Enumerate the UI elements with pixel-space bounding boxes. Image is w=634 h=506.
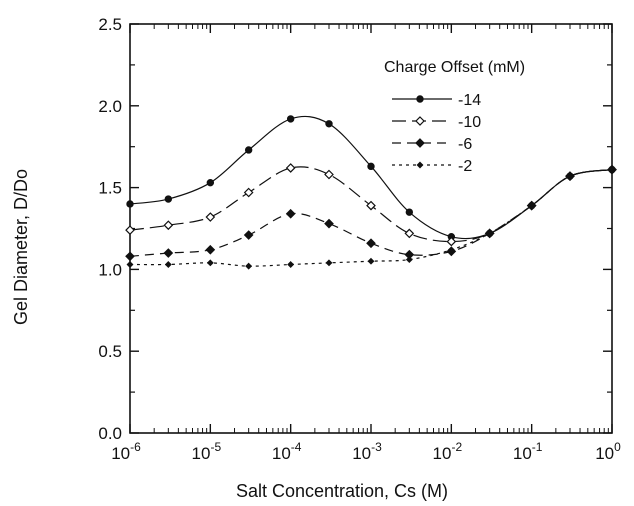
x-tick-exponent: -5 (210, 440, 221, 454)
y-tick-label: 0.5 (98, 342, 122, 361)
legend-label: -2 (458, 158, 472, 175)
data-point (324, 218, 334, 229)
data-point (125, 225, 135, 235)
x-tick-base: 10 (352, 444, 371, 463)
data-point (366, 238, 376, 249)
legend-marker (415, 138, 425, 148)
data-point (566, 172, 574, 180)
x-tick-exponent: -6 (130, 440, 141, 454)
legend-marker (416, 95, 424, 103)
series-layer (125, 115, 617, 270)
data-point (324, 169, 334, 180)
data-point (286, 115, 295, 123)
legend: Charge Offset (mM) -14 -10 -6 -2 (384, 59, 525, 175)
x-tick-base: 10 (272, 444, 291, 463)
data-point (367, 162, 375, 171)
data-point (325, 120, 333, 128)
series-1 (125, 163, 617, 247)
data-point (446, 236, 457, 247)
x-tick-exponent: -3 (371, 440, 382, 454)
x-tick-base: 10 (433, 444, 452, 463)
x-tick-label: 10-4 (272, 440, 302, 463)
data-point (486, 229, 494, 237)
legend-entry: -10 (392, 114, 481, 131)
x-tick-label: 100 (595, 440, 621, 463)
data-point (404, 228, 415, 239)
x-axis-title: Salt Concentration, Cs (M) (236, 481, 448, 501)
y-tick-label: 2.0 (98, 97, 122, 116)
legend-title: Charge Offset (mM) (384, 59, 525, 76)
x-tick-label: 10-5 (192, 440, 222, 463)
data-point (244, 146, 253, 154)
data-point (285, 208, 296, 219)
legend-marker (416, 161, 424, 169)
data-point (405, 208, 414, 216)
y-axis-title: Gel Diameter, D/Do (11, 169, 31, 325)
data-point (243, 230, 254, 240)
data-point (608, 166, 616, 174)
legend-label: -14 (458, 92, 481, 109)
data-point (163, 220, 174, 231)
tick-layer: 0.00.51.01.52.02.510-6 10-5 10-4 10-3 10-2 10… (98, 15, 621, 463)
x-tick-label: 10-3 (352, 440, 382, 463)
data-point (126, 200, 134, 208)
data-point (325, 259, 333, 267)
y-tick-label: 0.0 (98, 424, 122, 443)
y-tick-label: 2.5 (98, 15, 122, 34)
x-tick-base: 10 (513, 444, 532, 463)
x-tick-label: 10-1 (513, 440, 543, 463)
data-point (126, 261, 134, 268)
legend-marker (415, 116, 425, 126)
series-3 (126, 166, 616, 270)
y-tick-label: 1.0 (98, 260, 122, 279)
data-point (164, 261, 172, 268)
y-tick-label: 1.5 (98, 179, 122, 198)
data-point (528, 202, 536, 210)
data-point (163, 248, 174, 258)
x-tick-label: 10-6 (111, 440, 141, 463)
x-tick-exponent: -1 (532, 440, 543, 454)
x-tick-label: 10-2 (433, 440, 463, 463)
data-point (206, 259, 214, 267)
data-point (205, 244, 216, 255)
plot-frame-layer (129, 23, 613, 434)
x-tick-exponent: 0 (614, 440, 621, 454)
data-point (285, 163, 296, 173)
series-2 (125, 164, 617, 262)
legend-label: -6 (458, 136, 472, 153)
x-tick-base: 10 (595, 444, 614, 463)
data-point (205, 212, 216, 222)
x-tick-exponent: -4 (291, 440, 302, 454)
data-point (243, 187, 254, 198)
data-point (287, 261, 295, 268)
legend-entry: -6 (392, 136, 472, 153)
x-tick-base: 10 (192, 444, 211, 463)
data-point (245, 262, 253, 270)
data-point (164, 195, 173, 203)
data-point (206, 178, 215, 187)
series-0 (126, 115, 616, 241)
data-point (125, 251, 135, 262)
plot-frame (129, 23, 613, 434)
x-tick-base: 10 (111, 444, 130, 463)
data-point (367, 257, 375, 265)
data-point (405, 256, 413, 264)
data-point (447, 246, 455, 254)
legend-entry: -2 (392, 158, 472, 175)
legend-label: -10 (458, 114, 481, 131)
series-line (129, 169, 613, 267)
x-tick-exponent: -2 (451, 440, 462, 454)
data-point (366, 200, 376, 211)
legend-entry: -14 (392, 92, 481, 109)
